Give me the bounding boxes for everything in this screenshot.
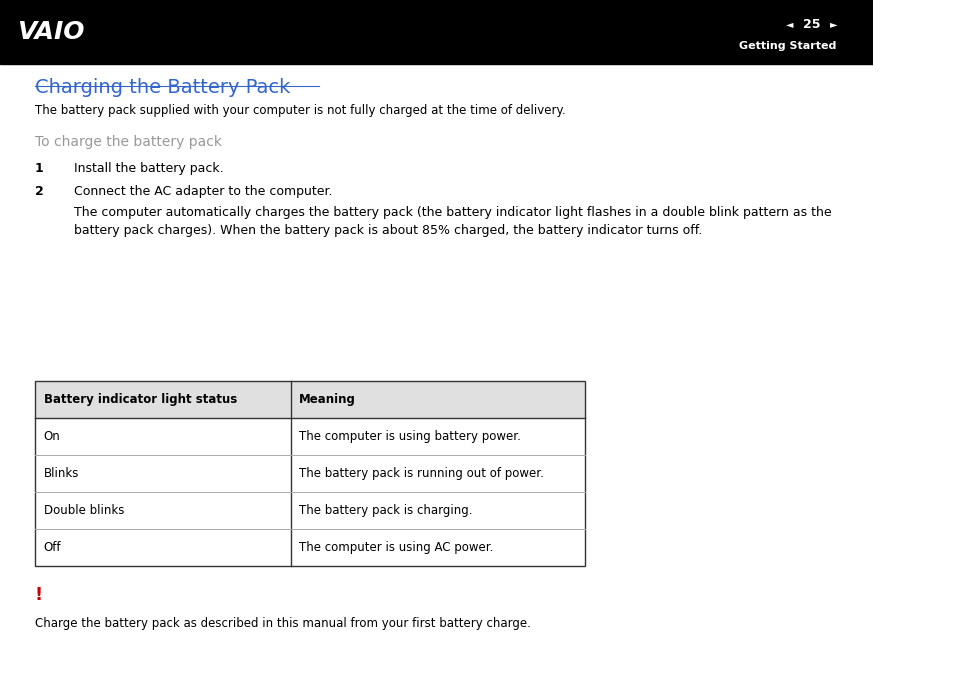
Text: ◄: ◄ (785, 20, 793, 30)
Text: The computer is using battery power.: The computer is using battery power. (299, 430, 520, 443)
Text: Meaning: Meaning (299, 393, 355, 406)
Text: !: ! (35, 586, 43, 605)
Bar (35, 381, 584, 418)
Text: Double blinks: Double blinks (44, 504, 124, 517)
Text: battery pack charges). When the battery pack is about 85% charged, the battery i: battery pack charges). When the battery … (74, 224, 701, 237)
Text: Blinks: Blinks (44, 467, 79, 480)
Text: The battery pack supplied with your computer is not fully charged at the time of: The battery pack supplied with your comp… (35, 104, 565, 117)
Text: Connect the AC adapter to the computer.: Connect the AC adapter to the computer. (74, 185, 333, 198)
Text: The battery pack is running out of power.: The battery pack is running out of power… (299, 467, 543, 480)
Text: VAIO: VAIO (17, 20, 85, 44)
Text: 2: 2 (35, 185, 44, 198)
Text: 1: 1 (35, 162, 44, 175)
Text: On: On (44, 430, 60, 443)
Text: The computer automatically charges the battery pack (the battery indicator light: The computer automatically charges the b… (74, 206, 831, 218)
Text: Getting Started: Getting Started (738, 41, 836, 51)
Text: 25: 25 (802, 18, 820, 31)
Bar (0, 0, 872, 64)
Text: To charge the battery pack: To charge the battery pack (35, 135, 222, 149)
Text: Charge the battery pack as described in this manual from your first battery char: Charge the battery pack as described in … (35, 617, 530, 630)
Text: Charging the Battery Pack: Charging the Battery Pack (35, 78, 290, 96)
Text: The computer is using AC power.: The computer is using AC power. (299, 541, 494, 554)
Bar (35, 381, 584, 566)
Text: Install the battery pack.: Install the battery pack. (74, 162, 224, 175)
Text: ►: ► (829, 20, 837, 30)
Text: Off: Off (44, 541, 61, 554)
Text: The battery pack is charging.: The battery pack is charging. (299, 504, 473, 517)
Text: Battery indicator light status: Battery indicator light status (44, 393, 236, 406)
